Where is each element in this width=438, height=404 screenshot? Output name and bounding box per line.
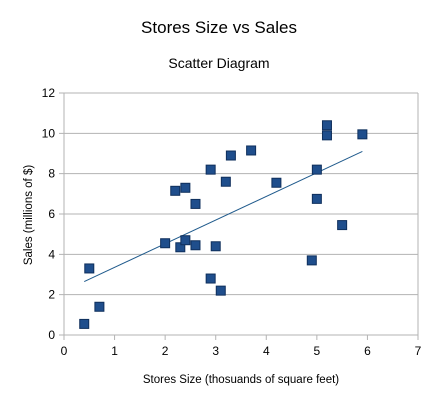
data-point (190, 240, 201, 251)
data-point (215, 285, 226, 296)
data-point (311, 164, 322, 175)
y-tick-label: 0 (48, 328, 55, 342)
data-point (220, 176, 231, 187)
x-tick-label: 3 (212, 344, 219, 358)
data-point (205, 164, 216, 175)
gridlines (59, 92, 418, 336)
data-point (357, 129, 368, 140)
x-tick-label: 2 (162, 344, 169, 358)
data-point (170, 185, 181, 196)
data-point (210, 241, 221, 252)
data-point (246, 145, 257, 156)
data-point (311, 193, 322, 204)
x-tick-label: 1 (111, 344, 118, 358)
data-point (321, 130, 332, 141)
y-axis-title: Sales (millions of $) (23, 165, 35, 266)
x-tick-label: 4 (263, 344, 270, 358)
axes (63, 93, 419, 340)
x-tick-label: 0 (61, 344, 68, 358)
data-point (190, 198, 201, 209)
y-tick-label: 10 (42, 126, 56, 140)
data-point (180, 182, 191, 193)
data-point (79, 318, 90, 329)
y-tick-label: 4 (48, 247, 55, 261)
x-tick-label: 6 (364, 344, 371, 358)
y-tick-label: 12 (42, 86, 56, 100)
data-point (337, 220, 348, 231)
data-point (225, 150, 236, 161)
chart-subtitle: Scatter Diagram (168, 55, 269, 71)
x-tick-label: 5 (314, 344, 321, 358)
data-point (306, 255, 317, 266)
y-tick-label: 6 (48, 207, 55, 221)
data-point (180, 235, 191, 246)
y-tick-label: 8 (48, 167, 55, 181)
data-point (160, 238, 171, 249)
x-axis-title: Stores Size (thosuands of square feet) (143, 374, 339, 386)
x-tick-label: 7 (415, 344, 422, 358)
data-points (79, 120, 368, 329)
data-point (321, 120, 332, 131)
data-point (271, 177, 282, 188)
data-point (175, 242, 186, 253)
data-point (94, 301, 105, 312)
data-point (205, 273, 216, 284)
y-tick-label: 2 (48, 288, 55, 302)
data-point (84, 263, 95, 274)
chart-title: Stores Size vs Sales (141, 18, 297, 37)
